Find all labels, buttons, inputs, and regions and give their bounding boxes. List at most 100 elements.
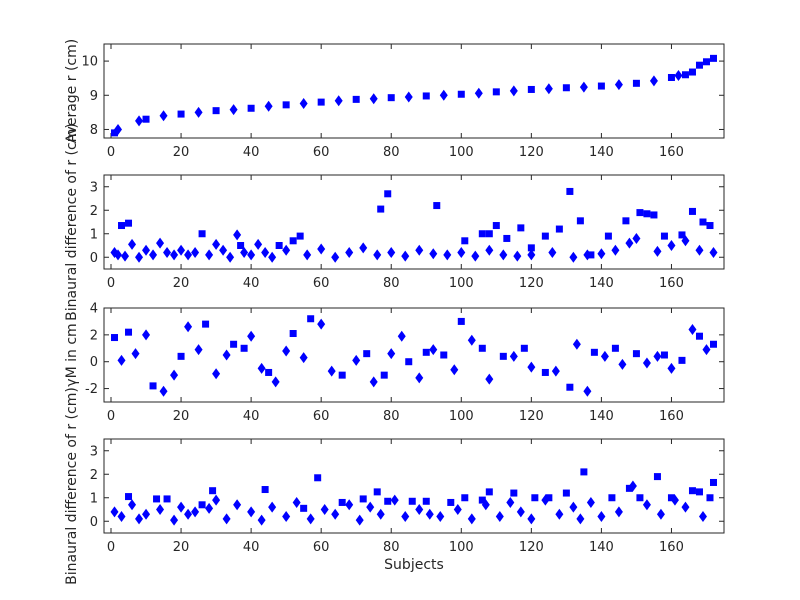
data-point-square [289, 330, 297, 338]
data-point-diamond [597, 511, 606, 523]
data-point-square [555, 225, 563, 233]
data-point-diamond [499, 249, 508, 261]
data-point-diamond [282, 345, 291, 357]
data-point-diamond [513, 250, 522, 262]
data-point-square [198, 501, 206, 509]
data-point-square [384, 497, 392, 505]
data-point-diamond [457, 247, 466, 259]
data-point-diamond [268, 501, 277, 513]
data-point-diamond [429, 344, 438, 356]
data-point-square [660, 351, 668, 359]
y-tick-label: 0 [90, 251, 98, 266]
data-point-diamond [688, 323, 697, 335]
data-point-square [531, 494, 539, 502]
data-point-diamond [194, 344, 203, 356]
data-point-square [527, 85, 535, 93]
data-point-diamond [212, 238, 221, 250]
data-point-square [230, 340, 238, 348]
data-point-square [580, 468, 588, 476]
data-point-square [562, 489, 570, 497]
data-point-diamond [205, 249, 214, 261]
data-point-diamond [163, 247, 172, 259]
data-point-diamond [373, 249, 382, 261]
y-tick-label: 1 [90, 227, 98, 242]
data-point-square [261, 486, 269, 494]
data-point-square [517, 224, 525, 232]
data-point-square [650, 211, 658, 219]
data-point-diamond [345, 247, 354, 259]
data-point-diamond [135, 115, 144, 127]
data-point-square [688, 68, 696, 76]
x-tick-label: 100 [449, 540, 474, 555]
data-point-diamond [212, 494, 221, 506]
data-point-square [240, 344, 248, 352]
data-point-diamond [642, 499, 651, 511]
data-point-square [296, 232, 304, 240]
data-point-diamond [306, 513, 315, 525]
data-point-diamond [527, 513, 536, 525]
data-point-diamond [299, 352, 308, 364]
data-point-diamond [702, 344, 711, 356]
y-axis-label: γM in cm [64, 323, 80, 386]
data-point-diamond [632, 232, 641, 244]
data-point-square [461, 237, 469, 245]
data-point-diamond [527, 249, 536, 261]
x-tick-label: 140 [589, 276, 614, 291]
data-point-square [636, 494, 644, 502]
data-point-diamond [331, 251, 340, 263]
data-point-square [678, 231, 686, 239]
data-point-diamond [569, 501, 578, 513]
data-point-square [545, 494, 553, 502]
data-point-diamond [642, 357, 651, 369]
data-point-square [625, 484, 633, 492]
data-point-diamond [240, 247, 249, 259]
data-point-diamond [282, 244, 291, 256]
data-point-diamond [327, 365, 336, 377]
data-point-square [125, 493, 133, 501]
data-point-diamond [170, 514, 179, 526]
data-point-diamond [149, 249, 158, 261]
x-tick-label: 40 [243, 145, 260, 160]
data-point-diamond [618, 358, 627, 370]
data-point-square [667, 494, 675, 502]
data-point-diamond [177, 244, 186, 256]
data-point-square [177, 110, 185, 118]
data-point-diamond [674, 69, 683, 81]
data-point-diamond [485, 373, 494, 385]
data-point-diamond [572, 338, 581, 350]
data-point-square [706, 222, 714, 230]
data-point-square [632, 350, 640, 358]
data-point-diamond [121, 250, 130, 262]
data-point-diamond [303, 249, 312, 261]
data-point-diamond [359, 242, 368, 254]
data-point-square [447, 498, 455, 506]
x-tick-label: 80 [383, 409, 400, 424]
data-point-square [142, 115, 150, 123]
data-point-diamond [667, 362, 676, 374]
data-point-diamond [576, 513, 585, 525]
data-point-square [149, 382, 157, 390]
x-tick-label: 140 [589, 409, 614, 424]
data-point-diamond [229, 104, 238, 116]
y-axis-label: Binaural difference of r (cm) [64, 387, 80, 585]
data-point-square [636, 209, 644, 217]
data-point-diamond [205, 502, 214, 514]
data-point-square [576, 217, 584, 225]
data-point-square [566, 383, 574, 391]
data-point-diamond [404, 91, 413, 103]
data-point-diamond [159, 110, 168, 122]
data-point-square [198, 230, 206, 238]
x-tick-label: 0 [107, 540, 115, 555]
data-point-diamond [401, 250, 410, 262]
data-point-diamond [390, 494, 399, 506]
data-point-diamond [695, 244, 704, 256]
data-point-square [709, 340, 717, 348]
data-point-square [709, 54, 717, 62]
data-point-diamond [142, 329, 151, 341]
data-point-diamond [485, 244, 494, 256]
data-point-diamond [698, 511, 707, 523]
data-point-square [457, 317, 465, 325]
y-tick-label: 9 [90, 89, 98, 104]
data-point-diamond [541, 494, 550, 506]
